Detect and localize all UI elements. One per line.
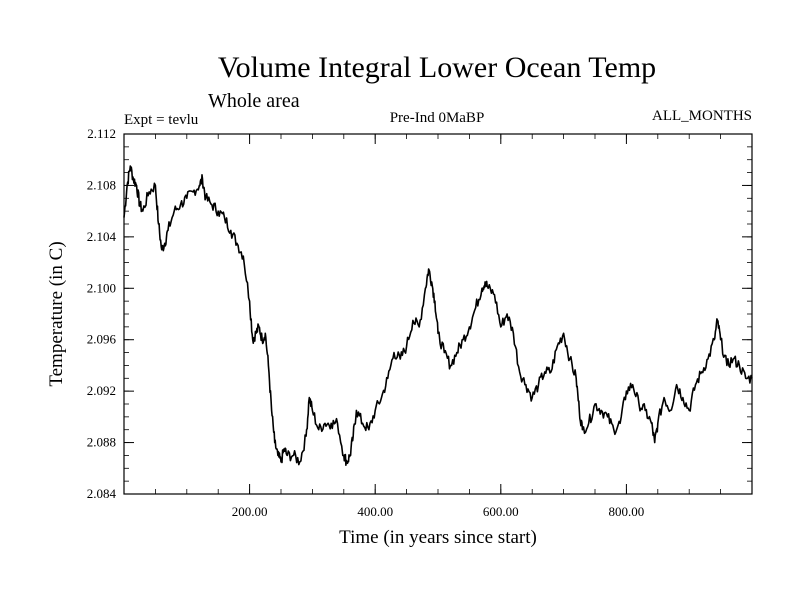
chart-subtitle: Whole area: [208, 90, 300, 112]
y-tick-label: 2.104: [87, 229, 117, 244]
plot-frame: [123, 133, 753, 495]
minor-ticks: [123, 133, 753, 495]
y-tick-label: 2.084: [87, 486, 117, 501]
x-tick-label: 800.00: [609, 504, 645, 519]
x-axis-ticks: 200.00 400.00 600.00 800.00: [232, 134, 645, 519]
experiment-label: Expt = tevlu: [124, 112, 199, 128]
y-tick-label: 2.088: [87, 435, 116, 450]
x-tick-label: 600.00: [483, 504, 519, 519]
y-axis-ticks: 2.084 2.088 2.092 2.096 2.100 2.104 2.108 2.112: [87, 126, 752, 501]
y-axis-label: Temperature (in C): [46, 241, 67, 386]
x-tick-label: 400.00: [357, 504, 393, 519]
y-tick-label: 2.112: [87, 126, 116, 141]
y-tick-label: 2.092: [87, 383, 116, 398]
x-tick-label: 200.00: [232, 504, 268, 519]
period-label: Pre-Ind 0MaBP: [390, 110, 485, 126]
y-tick-label: 2.100: [87, 280, 116, 295]
y-tick-label: 2.108: [87, 177, 116, 192]
chart-title: Volume Integral Lower Ocean Temp: [218, 51, 656, 84]
x-axis-label: Time (in years since start): [339, 527, 537, 548]
months-label: ALL_MONTHS: [652, 108, 752, 124]
y-tick-label: 2.096: [87, 332, 117, 347]
temperature-series-line: [123, 165, 753, 466]
